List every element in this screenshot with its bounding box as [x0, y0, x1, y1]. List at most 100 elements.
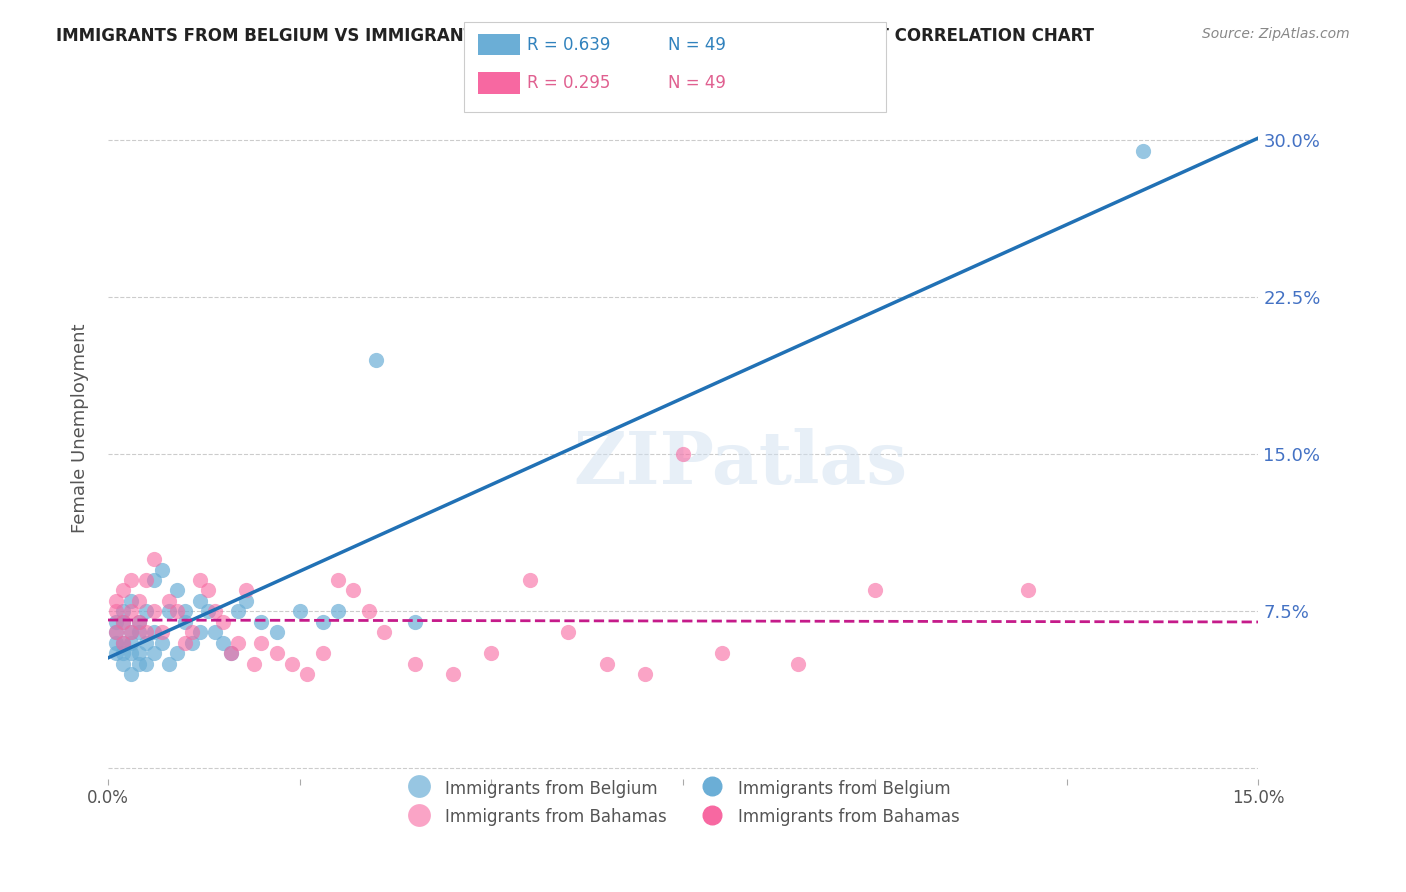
Immigrants from Bahamas — [266, 646, 288, 660]
Immigrants from Belgium — [1132, 144, 1154, 158]
Text: IMMIGRANTS FROM BELGIUM VS IMMIGRANTS FROM BAHAMAS FEMALE UNEMPLOYMENT CORRELATI: IMMIGRANTS FROM BELGIUM VS IMMIGRANTS FR… — [56, 27, 1094, 45]
Immigrants from Belgium — [120, 636, 142, 650]
Immigrants from Bahamas — [112, 636, 135, 650]
Immigrants from Belgium — [266, 625, 288, 640]
Immigrants from Belgium — [143, 646, 166, 660]
Immigrants from Belgium — [235, 594, 257, 608]
Immigrants from Belgium — [150, 562, 173, 576]
Immigrants from Bahamas — [250, 636, 273, 650]
Immigrants from Bahamas — [242, 657, 264, 671]
Immigrants from Belgium — [128, 646, 150, 660]
Immigrants from Bahamas — [128, 594, 150, 608]
Immigrants from Belgium — [197, 604, 219, 618]
Immigrants from Bahamas — [135, 625, 157, 640]
Immigrants from Belgium — [173, 615, 195, 629]
Immigrants from Belgium — [204, 625, 226, 640]
Immigrants from Bahamas — [297, 667, 319, 681]
Immigrants from Bahamas — [212, 615, 235, 629]
Immigrants from Bahamas — [120, 573, 142, 587]
Text: Source: ZipAtlas.com: Source: ZipAtlas.com — [1202, 27, 1350, 41]
Immigrants from Bahamas — [128, 615, 150, 629]
Immigrants from Bahamas — [204, 604, 226, 618]
Immigrants from Belgium — [219, 646, 242, 660]
Immigrants from Bahamas — [143, 604, 166, 618]
Immigrants from Belgium — [120, 667, 142, 681]
Immigrants from Bahamas — [157, 594, 180, 608]
Immigrants from Bahamas — [112, 615, 135, 629]
Immigrants from Belgium — [212, 636, 235, 650]
Immigrants from Belgium — [250, 615, 273, 629]
Legend: Immigrants from Belgium, Immigrants from Bahamas, Immigrants from Belgium, Immig: Immigrants from Belgium, Immigrants from… — [399, 772, 967, 834]
Immigrants from Bahamas — [173, 636, 195, 650]
Immigrants from Bahamas — [342, 583, 364, 598]
Immigrants from Belgium — [104, 636, 127, 650]
Immigrants from Belgium — [104, 615, 127, 629]
Immigrants from Bahamas — [219, 646, 242, 660]
Immigrants from Bahamas — [281, 657, 304, 671]
Immigrants from Belgium — [104, 625, 127, 640]
Immigrants from Bahamas — [150, 625, 173, 640]
Immigrants from Belgium — [228, 604, 250, 618]
Y-axis label: Female Unemployment: Female Unemployment — [72, 324, 89, 533]
Immigrants from Belgium — [326, 604, 349, 618]
Immigrants from Bahamas — [863, 583, 886, 598]
Immigrants from Belgium — [128, 657, 150, 671]
Immigrants from Belgium — [150, 636, 173, 650]
Immigrants from Bahamas — [197, 583, 219, 598]
Text: R = 0.295: R = 0.295 — [527, 74, 610, 92]
Immigrants from Bahamas — [235, 583, 257, 598]
Immigrants from Bahamas — [112, 583, 135, 598]
Immigrants from Belgium — [166, 646, 188, 660]
Immigrants from Belgium — [366, 353, 388, 368]
Immigrants from Bahamas — [787, 657, 810, 671]
Text: N = 49: N = 49 — [668, 74, 725, 92]
Immigrants from Bahamas — [312, 646, 335, 660]
Immigrants from Belgium — [120, 594, 142, 608]
Immigrants from Belgium — [112, 636, 135, 650]
Immigrants from Bahamas — [481, 646, 503, 660]
Immigrants from Belgium — [157, 657, 180, 671]
Immigrants from Bahamas — [104, 625, 127, 640]
Immigrants from Belgium — [188, 594, 211, 608]
Text: N = 49: N = 49 — [668, 36, 725, 54]
Text: R = 0.639: R = 0.639 — [527, 36, 610, 54]
Immigrants from Belgium — [135, 636, 157, 650]
Immigrants from Bahamas — [188, 573, 211, 587]
Immigrants from Bahamas — [1017, 583, 1039, 598]
Immigrants from Bahamas — [166, 604, 188, 618]
Immigrants from Belgium — [128, 625, 150, 640]
Immigrants from Belgium — [188, 625, 211, 640]
Immigrants from Belgium — [312, 615, 335, 629]
Immigrants from Belgium — [143, 573, 166, 587]
Immigrants from Belgium — [173, 604, 195, 618]
Immigrants from Bahamas — [181, 625, 204, 640]
Immigrants from Bahamas — [710, 646, 733, 660]
Immigrants from Belgium — [135, 657, 157, 671]
Immigrants from Belgium — [120, 625, 142, 640]
Immigrants from Belgium — [112, 646, 135, 660]
Immigrants from Belgium — [166, 583, 188, 598]
Immigrants from Belgium — [104, 646, 127, 660]
Text: ZIPatlas: ZIPatlas — [574, 428, 908, 499]
Immigrants from Bahamas — [357, 604, 380, 618]
Immigrants from Bahamas — [228, 636, 250, 650]
Immigrants from Bahamas — [143, 552, 166, 566]
Immigrants from Belgium — [112, 615, 135, 629]
Immigrants from Bahamas — [634, 667, 657, 681]
Immigrants from Belgium — [112, 604, 135, 618]
Immigrants from Belgium — [143, 625, 166, 640]
Immigrants from Bahamas — [104, 604, 127, 618]
Immigrants from Bahamas — [120, 625, 142, 640]
Immigrants from Bahamas — [104, 594, 127, 608]
Immigrants from Belgium — [157, 604, 180, 618]
Immigrants from Belgium — [128, 615, 150, 629]
Immigrants from Belgium — [120, 646, 142, 660]
Immigrants from Bahamas — [120, 604, 142, 618]
Immigrants from Bahamas — [672, 447, 695, 461]
Immigrants from Belgium — [112, 657, 135, 671]
Immigrants from Belgium — [135, 604, 157, 618]
Immigrants from Bahamas — [557, 625, 579, 640]
Immigrants from Belgium — [404, 615, 426, 629]
Immigrants from Bahamas — [373, 625, 395, 640]
Immigrants from Bahamas — [404, 657, 426, 671]
